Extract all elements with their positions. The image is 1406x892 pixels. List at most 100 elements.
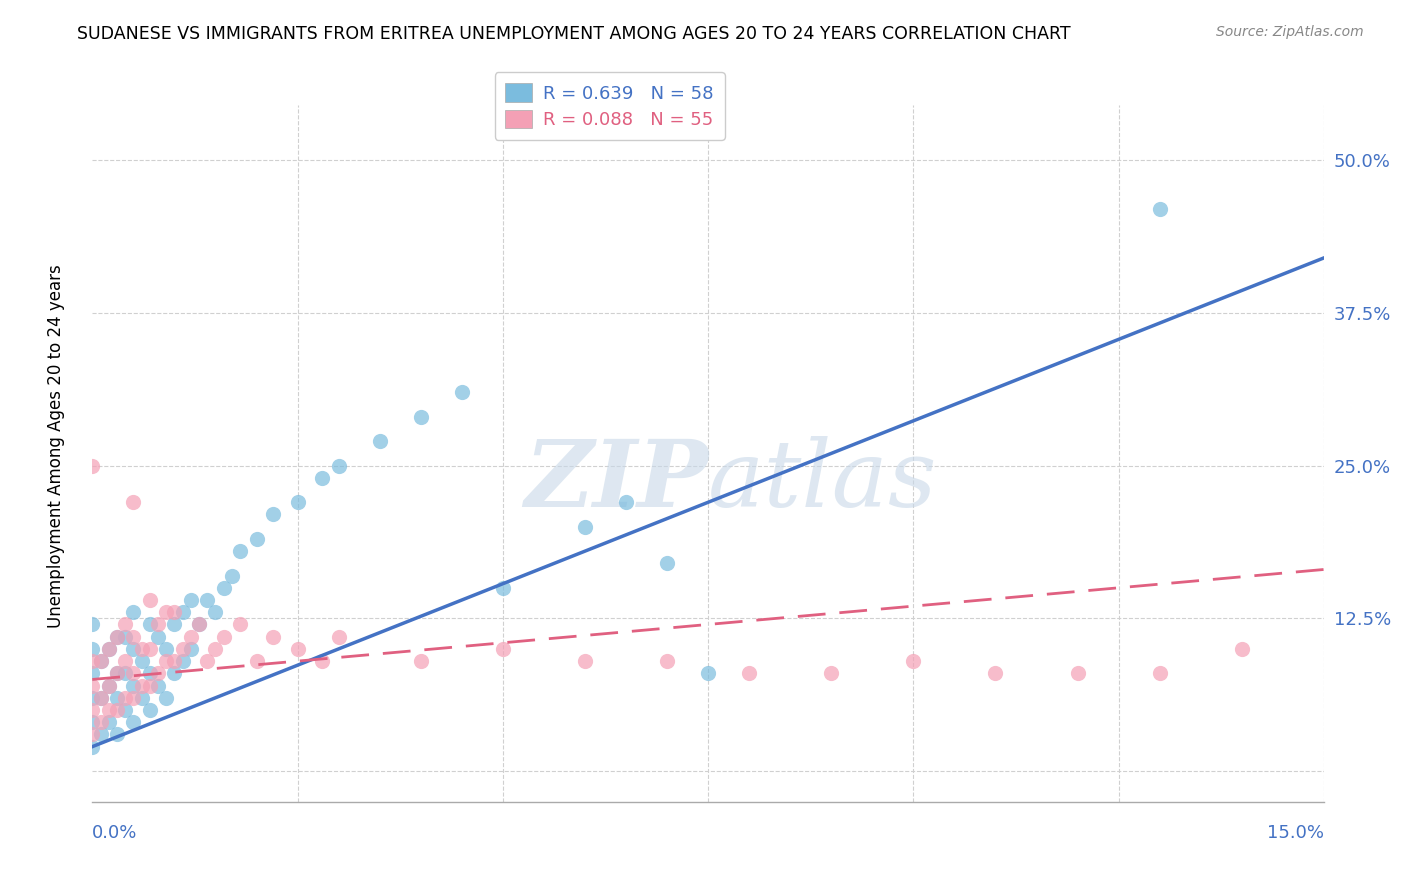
Point: [122, 690, 145, 705]
Text: Unemployment Among Ages 20 to 24 years: Unemployment Among Ages 20 to 24 years: [48, 264, 65, 628]
Point: [146, 666, 169, 681]
Point: [163, 617, 186, 632]
Point: [82, 654, 104, 668]
Point: [97, 641, 120, 656]
Point: [90, 654, 112, 668]
Point: [139, 679, 162, 693]
Point: [105, 630, 128, 644]
Point: [697, 666, 720, 681]
Point: [139, 666, 162, 681]
Point: [114, 654, 136, 668]
Point: [492, 641, 515, 656]
Point: [122, 605, 145, 619]
Point: [188, 617, 211, 632]
Point: [180, 641, 202, 656]
Text: ZIP: ZIP: [524, 436, 709, 526]
Point: [172, 654, 194, 668]
Point: [188, 617, 211, 632]
Point: [82, 458, 104, 473]
Point: [655, 557, 678, 571]
Point: [90, 727, 112, 741]
Point: [172, 641, 194, 656]
Point: [212, 630, 235, 644]
Point: [114, 630, 136, 644]
Point: [163, 666, 186, 681]
Point: [1230, 641, 1253, 656]
Point: [97, 703, 120, 717]
Text: 0.0%: 0.0%: [93, 823, 138, 842]
Point: [122, 715, 145, 730]
Point: [82, 727, 104, 741]
Point: [97, 679, 120, 693]
Point: [409, 409, 432, 424]
Point: [97, 679, 120, 693]
Point: [574, 519, 596, 533]
Point: [614, 495, 637, 509]
Point: [146, 617, 169, 632]
Point: [655, 654, 678, 668]
Point: [146, 679, 169, 693]
Point: [287, 641, 309, 656]
Point: [82, 690, 104, 705]
Point: [212, 581, 235, 595]
Point: [90, 654, 112, 668]
Point: [492, 581, 515, 595]
Point: [245, 532, 267, 546]
Point: [114, 666, 136, 681]
Point: [131, 641, 153, 656]
Point: [114, 703, 136, 717]
Legend: R = 0.639   N = 58, R = 0.088   N = 55: R = 0.639 N = 58, R = 0.088 N = 55: [495, 72, 724, 140]
Point: [262, 630, 284, 644]
Point: [155, 641, 177, 656]
Point: [82, 641, 104, 656]
Point: [574, 654, 596, 668]
Point: [139, 593, 162, 607]
Text: 15.0%: 15.0%: [1267, 823, 1324, 842]
Point: [204, 605, 226, 619]
Point: [368, 434, 391, 449]
Point: [195, 593, 218, 607]
Point: [287, 495, 309, 509]
Point: [229, 544, 252, 558]
Text: Source: ZipAtlas.com: Source: ZipAtlas.com: [1216, 25, 1364, 39]
Point: [738, 666, 761, 681]
Point: [122, 495, 145, 509]
Point: [97, 715, 120, 730]
Point: [139, 617, 162, 632]
Point: [180, 593, 202, 607]
Point: [97, 641, 120, 656]
Text: atlas: atlas: [709, 436, 938, 526]
Point: [221, 568, 243, 582]
Point: [328, 630, 350, 644]
Point: [82, 739, 104, 754]
Point: [311, 654, 333, 668]
Point: [82, 666, 104, 681]
Point: [163, 654, 186, 668]
Point: [1066, 666, 1088, 681]
Point: [122, 679, 145, 693]
Point: [204, 641, 226, 656]
Point: [122, 666, 145, 681]
Point: [163, 605, 186, 619]
Point: [139, 703, 162, 717]
Point: [131, 690, 153, 705]
Point: [90, 690, 112, 705]
Point: [105, 727, 128, 741]
Point: [105, 703, 128, 717]
Point: [984, 666, 1007, 681]
Point: [903, 654, 925, 668]
Point: [139, 641, 162, 656]
Point: [262, 508, 284, 522]
Point: [114, 690, 136, 705]
Point: [1149, 666, 1171, 681]
Point: [195, 654, 218, 668]
Point: [229, 617, 252, 632]
Point: [155, 690, 177, 705]
Point: [82, 703, 104, 717]
Point: [105, 690, 128, 705]
Point: [450, 385, 472, 400]
Point: [122, 630, 145, 644]
Point: [131, 654, 153, 668]
Point: [105, 666, 128, 681]
Point: [311, 471, 333, 485]
